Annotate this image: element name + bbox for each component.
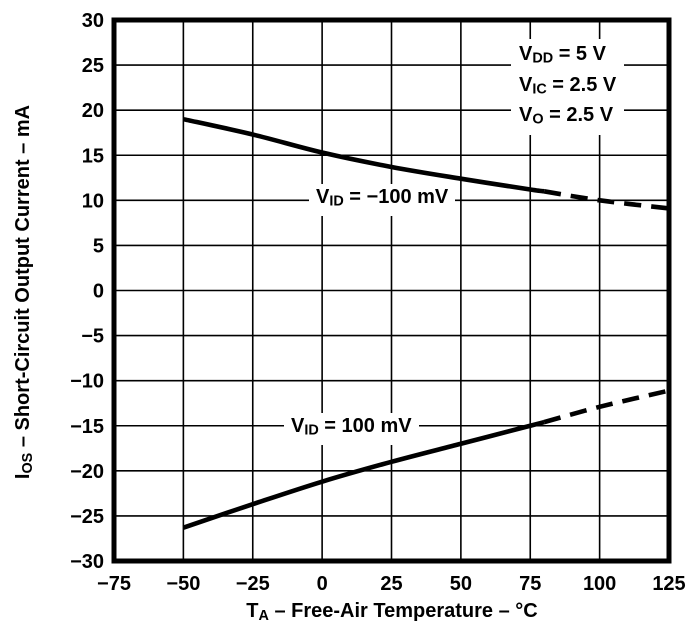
curve-label-vid-neg-100mv: VID = −100 mV (309, 184, 456, 216)
x-tick-label: 75 (519, 573, 541, 595)
condition-vdd: VDD = 5 V (519, 43, 606, 67)
test-conditions: VDD = 5 V VIC = 2.5 V VO = 2.5 V (511, 39, 625, 135)
x-tick-label: 0 (317, 573, 328, 595)
x-tick-label: 50 (450, 573, 472, 595)
y-tick-label: −20 (70, 461, 104, 483)
subscript: ID (329, 193, 344, 210)
y-tick-label: 25 (82, 55, 104, 77)
x-tick-labels: −75 −50 −25 0 25 50 75 100 125 (97, 573, 686, 595)
y-tick-label: 30 (82, 10, 104, 32)
subscript: O (532, 111, 544, 128)
subscript: OS (19, 452, 36, 474)
x-tick-label: 100 (583, 573, 616, 595)
subscript: DD (532, 50, 554, 67)
series-line-solid (182, 116, 545, 194)
y-tick-label: 10 (82, 190, 104, 212)
y-tick-label: 20 (82, 100, 104, 122)
y-tick-label: −30 (70, 551, 104, 573)
subscript: ID (304, 422, 319, 439)
x-tick-label: 125 (652, 573, 685, 595)
plot-border (111, 17, 672, 564)
x-axis-title: TA – Free-Air Temperature – °C (246, 600, 538, 624)
x-tick-label: 25 (380, 573, 402, 595)
condition-vo: VO = 2.5 V (519, 104, 614, 128)
x-tick-label: −25 (236, 573, 270, 595)
series-line-dashed (543, 388, 670, 425)
y-tick-label: 15 (82, 145, 104, 167)
curves (182, 116, 670, 530)
y-tick-label: −10 (70, 371, 104, 393)
y-tick-label: 0 (93, 281, 104, 303)
y-tick-label: −5 (81, 326, 104, 348)
series-line-solid (182, 419, 545, 530)
y-tick-label: −25 (70, 506, 104, 528)
x-tick-label: −75 (97, 573, 131, 595)
subscript: A (258, 607, 269, 624)
y-tick-label: −15 (70, 416, 104, 438)
y-tick-label: 5 (93, 235, 104, 257)
y-tick-labels: 30 25 20 15 10 5 0 −5 −10 −15 −20 −25 −30 (70, 10, 104, 573)
curve-label-vid-pos-100mv: VID = 100 mV (284, 413, 419, 445)
subscript: IC (532, 81, 547, 98)
series-line-dashed (543, 189, 670, 211)
condition-vic: VIC = 2.5 V (519, 73, 617, 98)
x-tick-label: −50 (166, 573, 200, 595)
y-axis-title: IOS – Short-Circuit Output Current – mA (12, 104, 36, 480)
